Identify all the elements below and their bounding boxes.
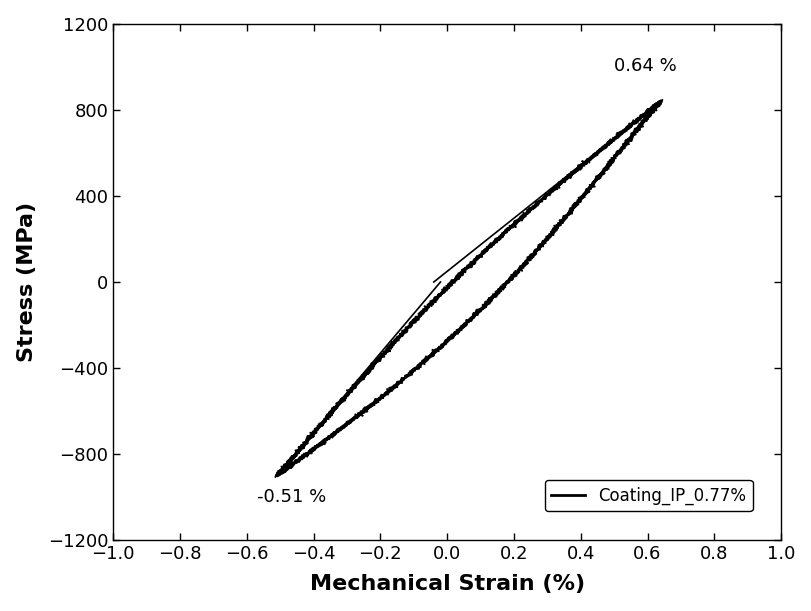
Text: -0.51 %: -0.51 % (256, 488, 325, 506)
Y-axis label: Stress (MPa): Stress (MPa) (17, 202, 36, 362)
Legend: Coating_IP_0.77%: Coating_IP_0.77% (544, 480, 752, 511)
Text: 0.64 %: 0.64 % (613, 57, 676, 75)
X-axis label: Mechanical Strain (%): Mechanical Strain (%) (309, 574, 584, 595)
